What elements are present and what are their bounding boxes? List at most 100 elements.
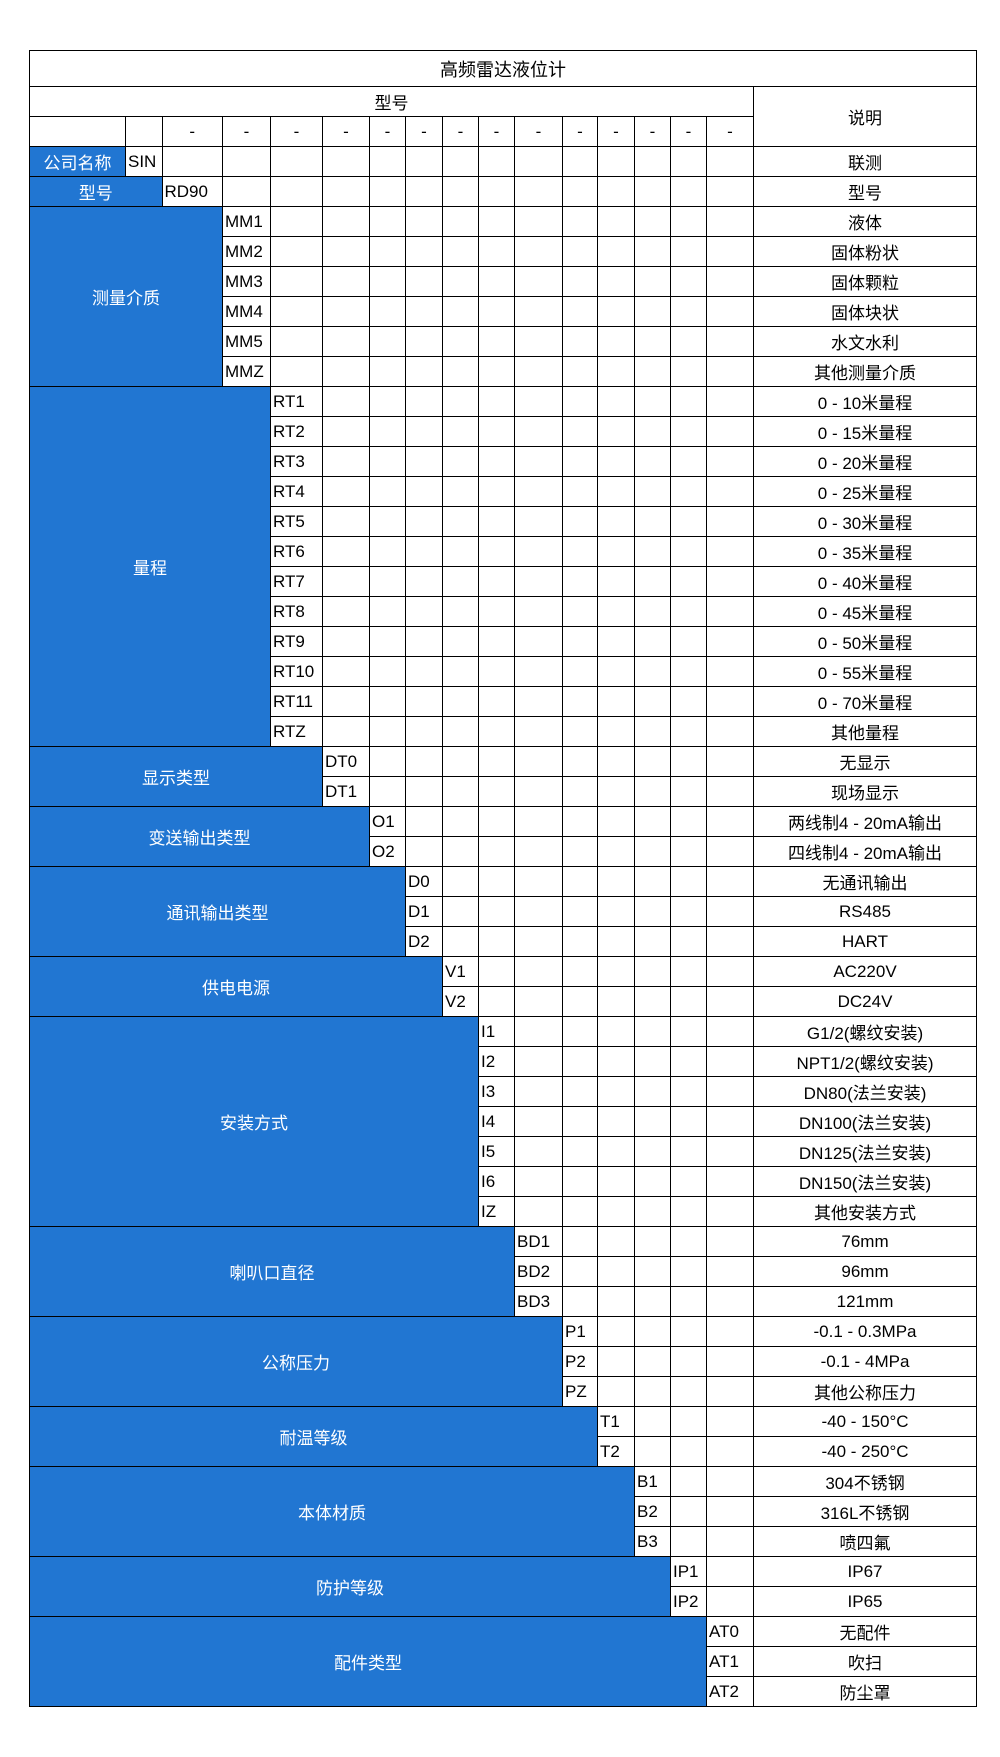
dash-cell: - xyxy=(270,116,323,147)
blank-cell xyxy=(597,1376,635,1407)
blank-cell xyxy=(369,626,406,657)
blank-cell xyxy=(322,266,370,297)
blank-cell xyxy=(597,1346,635,1377)
blank-cell xyxy=(514,356,563,387)
blank-cell xyxy=(597,1046,635,1077)
option-description: -40 - 150°C xyxy=(752,1406,978,1437)
blank-cell xyxy=(597,326,635,357)
blank-cell xyxy=(514,176,563,207)
blank-cell xyxy=(478,176,515,207)
blank-cell xyxy=(634,506,671,537)
blank-cell xyxy=(597,1106,635,1137)
blank-cell xyxy=(514,926,563,957)
option-code: DT0 xyxy=(322,746,370,777)
blank-cell xyxy=(442,236,479,267)
blank-cell xyxy=(478,446,515,477)
blank-cell xyxy=(322,206,370,237)
option-code: D1 xyxy=(405,896,443,927)
option-description: 0 - 70米量程 xyxy=(752,686,978,717)
option-code: BD1 xyxy=(514,1226,563,1257)
blank-cell xyxy=(405,566,443,597)
blank-cell xyxy=(369,266,406,297)
table-row: AT2 防尘罩 xyxy=(30,1676,978,1707)
table-row: I4 DN100(法兰安装) xyxy=(30,1106,978,1137)
blank-cell xyxy=(478,236,515,267)
blank-cell xyxy=(514,1076,563,1107)
option-code: AT1 xyxy=(706,1646,754,1677)
blank-cell xyxy=(405,266,443,297)
blank-cell xyxy=(514,866,563,897)
option-code: RT9 xyxy=(270,626,323,657)
blank-cell xyxy=(634,176,671,207)
title-row: 高频雷达液位计 xyxy=(28,50,978,87)
blank-cell xyxy=(478,206,515,237)
blank-cell xyxy=(405,416,443,447)
option-description: IP67 xyxy=(752,1556,978,1587)
blank-cell xyxy=(670,1496,707,1527)
table-row: IP2 IP65 xyxy=(30,1586,978,1617)
option-description: 喷四氟 xyxy=(752,1526,978,1557)
option-description: 其他安装方式 xyxy=(752,1196,978,1227)
blank-cell xyxy=(634,836,671,867)
blank-cell xyxy=(562,1226,598,1257)
blank-cell xyxy=(514,446,563,477)
blank-cell xyxy=(670,806,707,837)
blank-cell xyxy=(514,236,563,267)
option-code: SIN xyxy=(125,146,163,177)
blank-cell xyxy=(369,656,406,687)
blank-cell xyxy=(634,146,671,177)
blank-cell xyxy=(706,746,754,777)
blank-cell xyxy=(597,806,635,837)
blank-cell xyxy=(634,1406,671,1437)
option-code: RTZ xyxy=(270,716,323,747)
blank-cell xyxy=(670,1196,707,1227)
blank-cell xyxy=(442,506,479,537)
category-label: 本体材质 xyxy=(29,1466,635,1557)
option-code: V2 xyxy=(442,986,479,1017)
table-row: 公称压力 P1 -0.1 - 0.3MPa xyxy=(29,1316,978,1407)
blank-cell xyxy=(634,716,671,747)
blank-cell xyxy=(597,236,635,267)
blank-cell xyxy=(670,446,707,477)
blank-cell xyxy=(670,896,707,927)
blank-cell xyxy=(562,836,598,867)
blank-cell xyxy=(670,986,707,1017)
option-code: MM2 xyxy=(222,236,271,267)
blank-cell xyxy=(442,146,479,177)
blank-cell xyxy=(670,1316,707,1347)
table-row: I3 DN80(法兰安装) xyxy=(30,1076,978,1107)
blank-cell xyxy=(562,1016,598,1047)
blank-cell xyxy=(597,206,635,237)
blank-cell xyxy=(597,656,635,687)
option-description: 其他测量介质 xyxy=(752,356,978,387)
option-description: 液体 xyxy=(752,206,978,237)
blank-cell xyxy=(405,686,443,717)
blank-cell xyxy=(597,866,635,897)
blank-cell xyxy=(514,326,563,357)
blank-cell xyxy=(369,206,406,237)
blank-cell xyxy=(514,1016,563,1047)
option-code: RT7 xyxy=(270,566,323,597)
table-row: DT1 现场显示 xyxy=(30,776,978,807)
blank-cell xyxy=(369,416,406,447)
table-row: I2 NPT1/2(螺纹安装) xyxy=(30,1046,978,1077)
blank-cell xyxy=(670,746,707,777)
blank-cell xyxy=(597,926,635,957)
blank-cell xyxy=(597,506,635,537)
blank-cell xyxy=(706,1466,754,1497)
blank-cell xyxy=(670,146,707,177)
blank-cell xyxy=(270,296,323,327)
blank-cell xyxy=(706,506,754,537)
blank-cell xyxy=(405,386,443,417)
blank-cell xyxy=(706,626,754,657)
blank-cell xyxy=(29,116,126,147)
option-code: MM4 xyxy=(222,296,271,327)
table-row: 安装方式 I1 G1/2(螺纹安装) xyxy=(29,1016,978,1227)
blank-cell xyxy=(670,686,707,717)
blank-cell xyxy=(405,446,443,477)
blank-cell xyxy=(442,926,479,957)
option-description: 0 - 55米量程 xyxy=(752,656,978,687)
table-row: D1 RS485 xyxy=(30,896,978,927)
blank-cell xyxy=(478,356,515,387)
blank-cell xyxy=(514,626,563,657)
